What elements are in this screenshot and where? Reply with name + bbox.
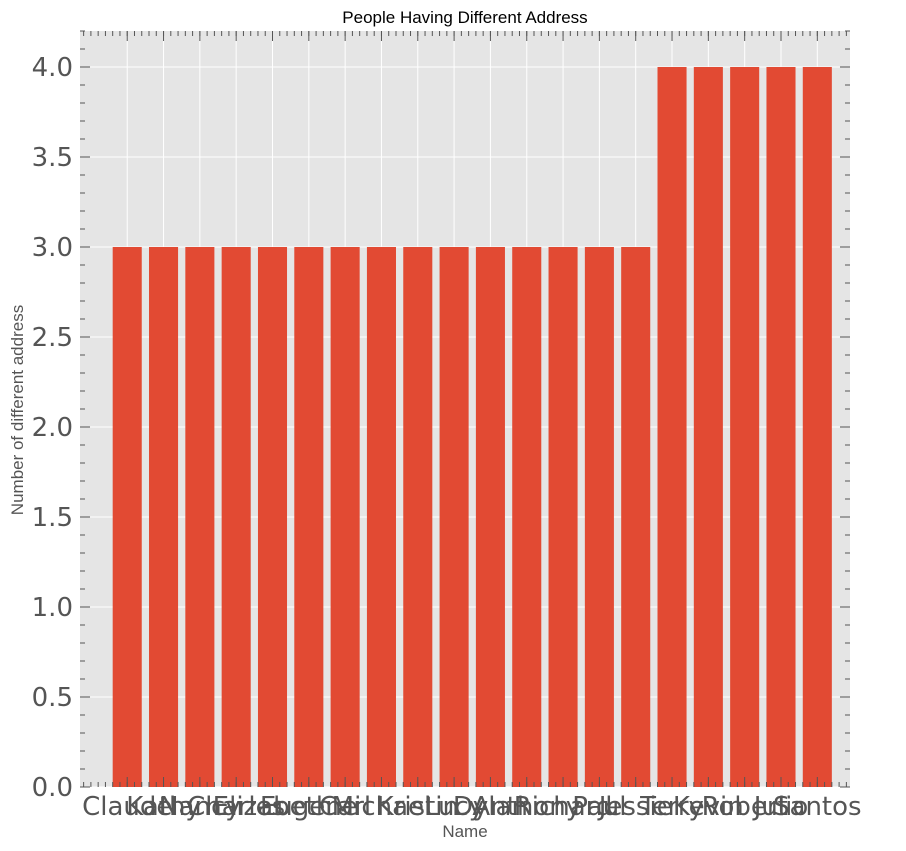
bar xyxy=(657,67,687,787)
x-tick-label: Kathy xyxy=(126,792,201,822)
x-tick-label: Charles xyxy=(187,792,285,822)
bar xyxy=(584,247,614,787)
bar xyxy=(221,247,251,787)
x-tick-label: Claude xyxy=(82,792,172,822)
y-tick-label: 0.5 xyxy=(32,683,73,713)
x-tick-label: Terry xyxy=(639,792,704,822)
y-tick-label: 3.5 xyxy=(32,143,73,173)
bar xyxy=(512,247,542,787)
bar xyxy=(294,247,324,787)
y-tick-label: 1.5 xyxy=(32,503,73,533)
bar xyxy=(621,247,651,787)
bar xyxy=(439,247,469,787)
bar xyxy=(185,247,215,787)
y-tick-labels: 0.0 0.5 1.0 1.5 2.0 2.5 3.0 3.5 4.0 xyxy=(32,53,73,803)
x-tick-labels: ClaudeKathyNancyCharlesElizabethEugeneCa… xyxy=(82,792,862,822)
chart-title: People Having Different Address xyxy=(342,8,587,27)
x-tick-label: Paul xyxy=(572,792,626,822)
bar xyxy=(403,247,433,787)
x-tick-label: Julio xyxy=(752,792,809,822)
y-tick-label: 1.0 xyxy=(32,593,73,623)
bar xyxy=(475,247,505,787)
bar xyxy=(330,247,360,787)
x-tick-label: Kevin xyxy=(673,792,744,822)
bar xyxy=(802,67,832,787)
x-tick-label: Lucy xyxy=(424,792,484,822)
ticks xyxy=(80,30,850,788)
x-tick-label: Kristin xyxy=(377,792,459,822)
bar xyxy=(112,247,142,787)
y-tick-label: 2.5 xyxy=(32,323,73,353)
x-tick-label: Michael xyxy=(332,792,432,822)
bar xyxy=(730,67,760,787)
bar xyxy=(548,247,578,787)
bar xyxy=(693,67,723,787)
x-tick-label: Carl xyxy=(319,792,371,822)
bar xyxy=(149,247,179,787)
x-tick-label: Elizabeth xyxy=(213,792,333,822)
y-tick-label: 4.0 xyxy=(32,53,73,83)
x-tick-label: Santos xyxy=(773,792,862,822)
bar xyxy=(366,247,396,787)
y-tick-label: 3.0 xyxy=(32,233,73,263)
x-axis-label: Name xyxy=(442,822,487,841)
bar xyxy=(766,67,796,787)
x-tick-label: Nancy xyxy=(159,792,241,822)
x-tick-label: Jessie xyxy=(597,792,673,822)
x-tick-label: Eugene xyxy=(260,792,358,822)
x-tick-label: Anthony xyxy=(472,792,581,822)
y-tick-label: 0.0 xyxy=(32,773,73,803)
y-tick-label: 2.0 xyxy=(32,413,73,443)
bar xyxy=(257,247,288,787)
x-tick-label: Dylan xyxy=(453,792,528,822)
y-axis-label: Number of different address xyxy=(8,305,27,515)
bars xyxy=(112,67,832,787)
x-tick-label: Robert xyxy=(702,792,788,822)
x-tick-label: Richard xyxy=(514,792,613,822)
